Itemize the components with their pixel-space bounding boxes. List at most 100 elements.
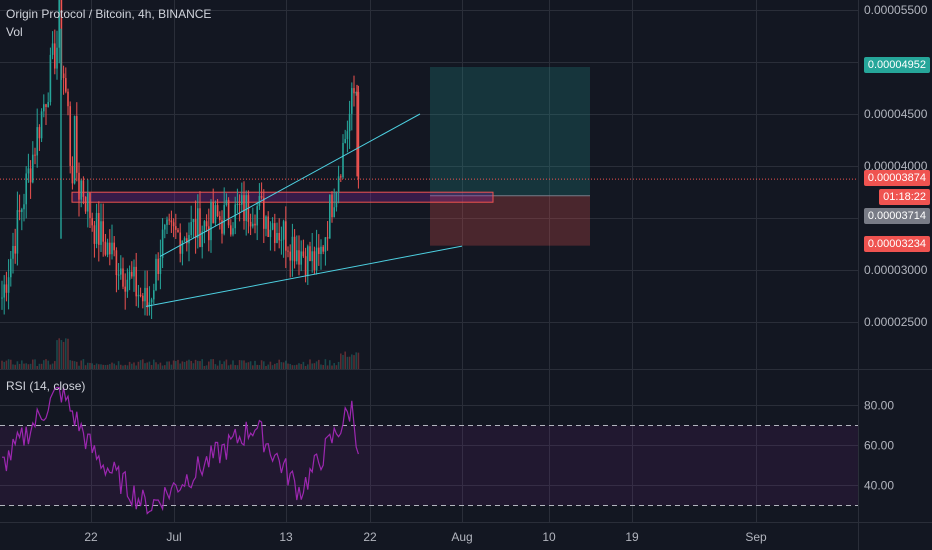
volume-bar <box>177 359 179 369</box>
volume-bar <box>225 359 228 369</box>
candle-body <box>159 257 162 274</box>
candle <box>168 213 170 225</box>
stop-price-tag: 0.00003234 <box>863 236 930 252</box>
time-tick-label: 13 <box>279 530 293 544</box>
volume-bar <box>47 360 49 369</box>
volume-bar <box>254 360 256 369</box>
volume-bar <box>104 364 107 369</box>
candle-body <box>263 197 265 229</box>
candle <box>100 203 102 253</box>
rsi-grid <box>0 405 858 486</box>
candle-body <box>113 242 115 251</box>
candle <box>7 259 10 310</box>
volume-bar <box>7 359 10 369</box>
volume-bar <box>166 361 168 369</box>
candle <box>194 200 197 254</box>
candle-body <box>45 104 47 107</box>
candle <box>311 232 313 273</box>
candle <box>89 192 91 228</box>
candle-body <box>117 274 120 276</box>
candle-body <box>293 236 296 262</box>
candle <box>157 252 159 281</box>
candle-body <box>307 246 309 276</box>
candle-body <box>135 266 137 297</box>
volume-bar <box>236 365 239 369</box>
candle-body <box>267 216 269 238</box>
volume-bar <box>300 364 302 369</box>
candle-body <box>95 213 98 244</box>
volume-bar <box>18 363 21 369</box>
volume-bar <box>5 360 8 369</box>
candle-body <box>157 258 159 274</box>
candle <box>38 124 41 151</box>
volume-bar <box>49 364 52 369</box>
candle-body <box>12 245 14 259</box>
candle-body <box>234 204 236 229</box>
candle-body <box>56 47 58 69</box>
candle <box>122 257 124 290</box>
candle <box>322 244 324 255</box>
volume-bar <box>214 364 217 369</box>
volume-bar <box>337 361 340 369</box>
volume-bar <box>142 359 144 369</box>
candle <box>197 194 199 249</box>
candle-body <box>280 239 283 241</box>
candle <box>324 237 327 266</box>
volume-bar <box>27 364 30 369</box>
candle <box>333 188 335 218</box>
candle-body <box>265 216 267 229</box>
candle-body <box>357 91 360 180</box>
upper-trendline <box>159 113 421 257</box>
volume-bar <box>278 359 280 369</box>
volume-bar <box>223 361 225 369</box>
volume-bar <box>208 361 210 369</box>
volume-bar <box>95 363 98 369</box>
candle <box>144 270 146 316</box>
candle-body <box>236 203 239 205</box>
candle-body <box>219 216 221 221</box>
candle <box>65 67 67 94</box>
volume-bar <box>126 365 129 369</box>
candle <box>54 29 56 75</box>
candle <box>340 174 342 182</box>
candle-body <box>34 154 36 156</box>
candle-body <box>78 172 80 200</box>
candle-body <box>243 195 245 221</box>
candle-body <box>144 287 146 302</box>
volume-bar <box>69 360 71 369</box>
candle-body <box>161 229 164 258</box>
rsi-label[interactable]: RSI (14, close) <box>6 379 86 393</box>
candle <box>102 203 104 257</box>
time-tick-label: Jul <box>166 530 181 544</box>
candle <box>256 201 258 241</box>
candle <box>269 221 272 251</box>
time-tick-label: 22 <box>363 530 377 544</box>
candle-body <box>168 219 170 221</box>
profit-zone <box>430 66 590 196</box>
volume-bar <box>346 356 349 369</box>
candle <box>131 261 133 279</box>
candle <box>139 287 142 298</box>
candle-body <box>271 223 274 230</box>
volume-bar <box>335 365 338 369</box>
volume-bar <box>199 361 201 369</box>
candle <box>175 213 177 239</box>
candle <box>276 222 278 244</box>
volume-bar <box>256 364 258 369</box>
candle <box>318 234 320 266</box>
candle-body <box>245 195 247 221</box>
candle-body <box>203 221 206 232</box>
symbol-title[interactable]: Origin Protocol / Bitcoin, 4h, BINANCE <box>6 7 212 21</box>
volume-bar <box>111 362 113 369</box>
candle-body <box>104 241 107 255</box>
candle <box>355 91 357 96</box>
candle <box>80 178 82 208</box>
candle-body <box>179 232 181 254</box>
candle-body <box>58 0 60 48</box>
candle-body <box>313 251 316 271</box>
candle-body <box>282 221 285 240</box>
entry-price-tag: 0.00003714 <box>863 208 930 224</box>
candle-body <box>190 222 192 236</box>
volume-bar <box>287 363 289 369</box>
